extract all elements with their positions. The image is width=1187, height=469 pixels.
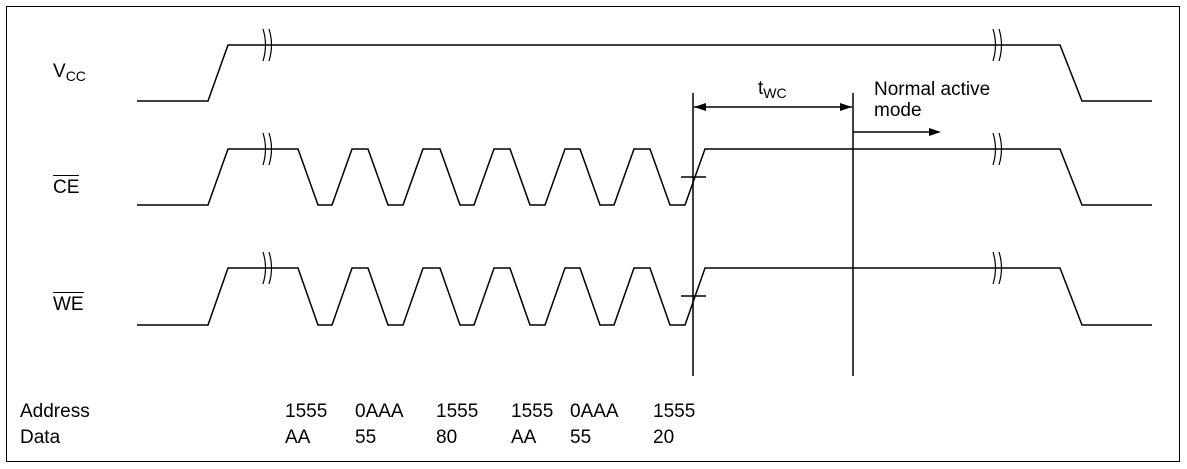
mode-arrowhead [929, 128, 941, 136]
data-cell: AA [285, 427, 311, 448]
twc-label-sub: WC [763, 85, 787, 101]
ce-label-text: CE [53, 175, 80, 198]
vcc-label-sub: CC [65, 68, 86, 84]
data-cell: 20 [653, 427, 675, 448]
address-cell: 1555 [285, 401, 328, 422]
address-cell: 1555 [511, 401, 554, 422]
we-label: WE [53, 292, 84, 315]
break-marks [262, 28, 1003, 285]
break-mark-ce-left [262, 132, 273, 166]
address-row-label: Address [20, 401, 90, 422]
break-mark-vcc-left [262, 28, 273, 62]
data-cell: 55 [570, 427, 592, 448]
twc-label-main: t [758, 78, 764, 99]
break-mark-we-left [262, 251, 273, 285]
break-mark-we-right [992, 251, 1003, 285]
twc-label: tWC [758, 78, 787, 101]
diagram-frame [6, 6, 1180, 462]
we-label-text: WE [53, 292, 84, 315]
vcc-label: VCC [53, 61, 86, 84]
twc-arrowhead-left [694, 103, 706, 111]
address-cell: 1555 [653, 401, 696, 422]
ce-label: CE [53, 175, 80, 198]
break-mark-ce-right [992, 132, 1003, 166]
data-row-label: Data [20, 427, 61, 448]
normal-active-mode-label: Normal active mode [874, 79, 991, 122]
address-cell: 0AAA [570, 401, 619, 422]
mode-label-line2: mode [874, 99, 922, 121]
break-mark-vcc-right [992, 28, 1003, 62]
we-waveform [137, 267, 1152, 326]
address-cell: 1555 [436, 401, 479, 422]
mode-label-line1: Normal active [874, 79, 991, 100]
data-cell: 80 [436, 427, 458, 448]
address-cell: 0AAA [355, 401, 404, 422]
data-cell: AA [511, 427, 537, 448]
ce-waveform [137, 148, 1152, 206]
data-cell: 55 [355, 427, 377, 448]
vcc-waveform [137, 44, 1152, 102]
vcc-label-main: V [53, 61, 66, 82]
twc-arrowhead-right [840, 103, 852, 111]
